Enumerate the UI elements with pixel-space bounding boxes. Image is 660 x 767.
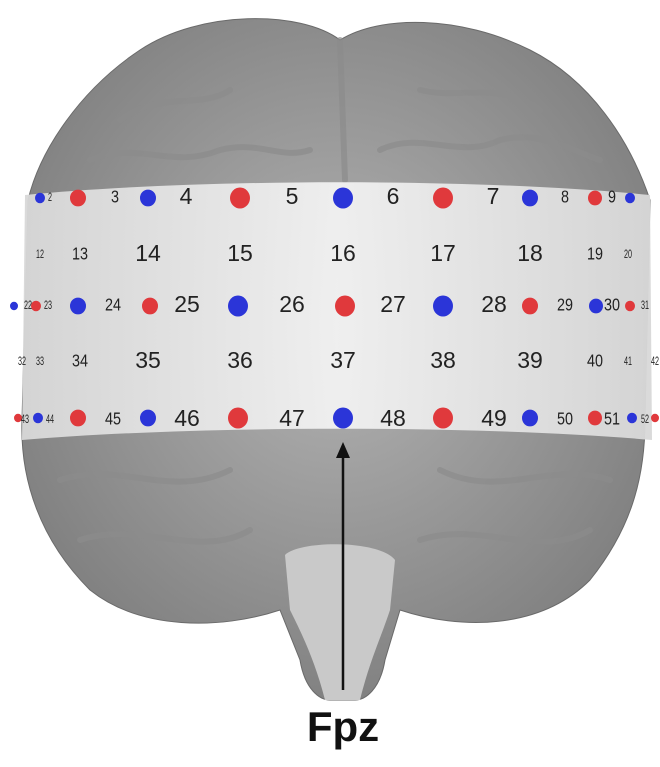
optode [627, 413, 637, 424]
optode [31, 301, 41, 312]
channel-label: 47 [279, 405, 305, 431]
optode [522, 190, 538, 207]
optode [70, 298, 86, 315]
channel-label: 22 [24, 299, 32, 312]
optode [70, 190, 86, 207]
channel-label: 15 [227, 240, 253, 266]
channel-label: 41 [624, 355, 632, 368]
channel-label: 16 [330, 240, 356, 266]
optode [625, 193, 635, 204]
optode [433, 188, 453, 209]
channel-label: 6 [387, 183, 400, 209]
channel-label: 19 [587, 244, 603, 264]
channel-label: 35 [135, 347, 161, 373]
channel-label: 26 [279, 291, 305, 317]
channel-label: 51 [604, 409, 620, 429]
channel-label: 14 [135, 240, 161, 266]
optode [228, 296, 248, 317]
optode [588, 411, 602, 426]
optode [589, 299, 603, 314]
optode [588, 191, 602, 206]
optode [70, 410, 86, 427]
optode [433, 296, 453, 317]
channel-label: 7 [487, 183, 500, 209]
optode [651, 414, 659, 422]
channel-label: 37 [330, 347, 356, 373]
optode [142, 298, 158, 315]
brain-diagram: 2345678912131415161718192022232425262728… [0, 0, 660, 762]
channel-label: 25 [174, 291, 200, 317]
channel-label: 38 [430, 347, 456, 373]
channel-label: 33 [36, 355, 44, 368]
channel-label: 29 [557, 295, 573, 315]
channel-label: 48 [380, 405, 406, 431]
channel-label: 49 [481, 405, 507, 431]
optode [333, 408, 353, 429]
channel-label: 20 [624, 248, 632, 261]
optode [625, 301, 635, 312]
landmark-label: Fpz [307, 703, 379, 750]
channel-label: 43 [21, 413, 29, 426]
channel-label: 39 [517, 347, 543, 373]
channel-label: 9 [608, 187, 616, 207]
channel-label: 12 [36, 248, 44, 261]
channel-label: 44 [46, 413, 54, 426]
channel-label: 52 [641, 413, 649, 426]
channel-label: 23 [44, 299, 52, 312]
channel-label: 5 [286, 183, 299, 209]
channel-label: 50 [557, 409, 573, 429]
optode [230, 188, 250, 209]
channel-label: 3 [111, 187, 119, 207]
optode [33, 413, 43, 424]
channel-label: 31 [641, 299, 649, 312]
channel-label: 45 [105, 409, 121, 429]
channel-label: 46 [174, 405, 200, 431]
optode [140, 190, 156, 207]
channel-label: 4 [180, 183, 193, 209]
optode [522, 410, 538, 427]
channel-label: 8 [561, 187, 569, 207]
optode [433, 408, 453, 429]
channel-label: 40 [587, 351, 603, 371]
channel-label: 36 [227, 347, 253, 373]
optode [35, 193, 45, 204]
channel-label: 28 [481, 291, 507, 317]
channel-label: 34 [72, 351, 88, 371]
optode [333, 188, 353, 209]
channel-label: 13 [72, 244, 88, 264]
channel-label: 2 [48, 191, 52, 204]
channel-label: 27 [380, 291, 406, 317]
channel-label: 17 [430, 240, 456, 266]
channel-label: 30 [604, 295, 620, 315]
optode [522, 298, 538, 315]
optode [140, 410, 156, 427]
optode [10, 302, 18, 310]
channel-label: 42 [651, 355, 659, 368]
optode [335, 296, 355, 317]
channel-label: 24 [105, 295, 121, 315]
channel-label: 32 [18, 355, 26, 368]
channel-label: 18 [517, 240, 543, 266]
optode [228, 408, 248, 429]
